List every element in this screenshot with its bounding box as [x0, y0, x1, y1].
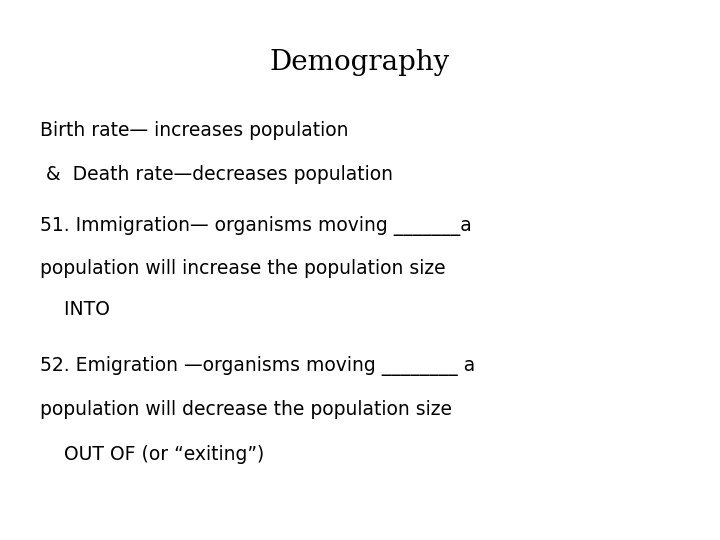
Text: population will decrease the population size: population will decrease the population … — [40, 400, 451, 419]
Text: OUT OF (or “exiting”): OUT OF (or “exiting”) — [40, 446, 264, 464]
Text: INTO: INTO — [40, 300, 109, 319]
Text: 51. Immigration— organisms moving _______a: 51. Immigration— organisms moving ______… — [40, 216, 472, 236]
Text: &  Death rate—decreases population: & Death rate—decreases population — [40, 165, 392, 184]
Text: 52. Emigration —organisms moving ________ a: 52. Emigration —organisms moving _______… — [40, 356, 475, 376]
Text: Demography: Demography — [270, 49, 450, 76]
Text: Birth rate— increases population: Birth rate— increases population — [40, 122, 348, 140]
Text: population will increase the population size: population will increase the population … — [40, 259, 445, 278]
